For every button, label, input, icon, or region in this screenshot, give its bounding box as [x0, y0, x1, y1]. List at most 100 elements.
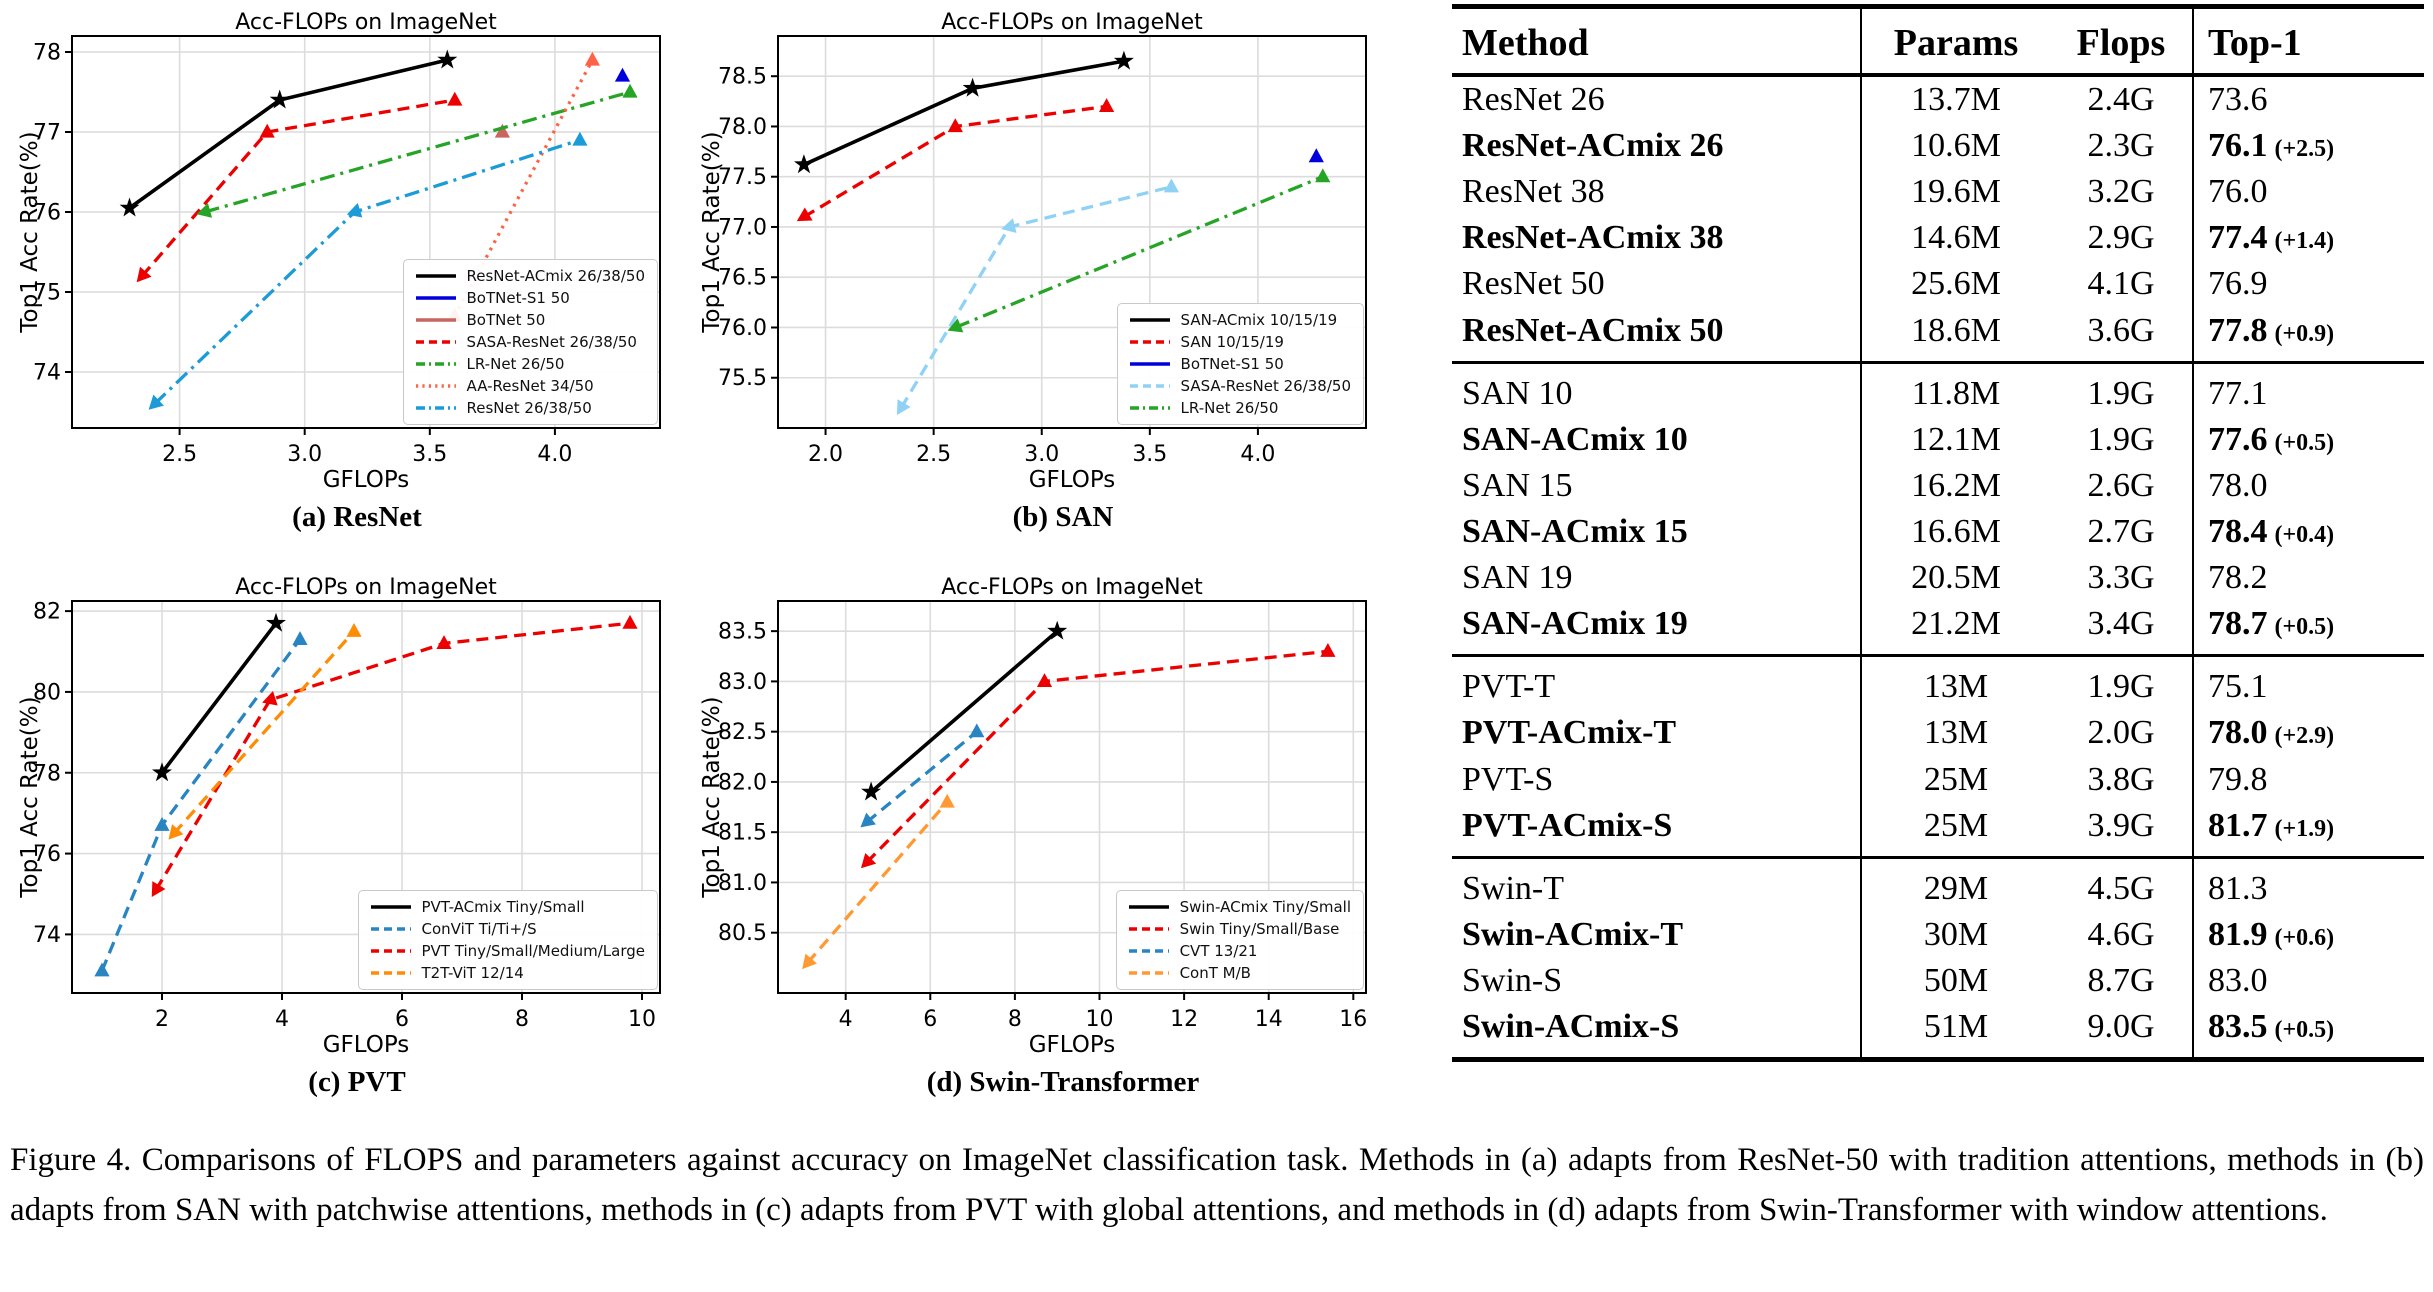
data-point-triangle: [1163, 178, 1179, 193]
data-point-triangle: [148, 394, 164, 410]
cell-top1: 78.4 (+0.4): [2192, 508, 2424, 556]
x-tick-label: 3.5: [1132, 442, 1167, 467]
cell-params: 13.7M: [1860, 75, 2050, 124]
y-tick-label: 77: [33, 121, 61, 146]
chart-plot: 4 6 8 10 12 14 16 80.5 81.0 81.5 82.0 82.5 83.0 83.5: [718, 600, 1367, 1032]
legend-label: SASA-ResNet 26/38/50: [1180, 377, 1351, 395]
top1-delta: (+1.9): [2274, 815, 2335, 842]
chart-legend: PVT-ACmix Tiny/Small ConViT Ti/Ti+/S PVT T…: [357, 890, 658, 990]
cell-params: 51M: [1860, 1004, 2050, 1060]
legend-item: CVT 13/21: [1127, 942, 1351, 960]
cell-params: 50M: [1860, 957, 2050, 1005]
top1-delta: (+0.9): [2274, 320, 2335, 347]
data-point-triangle: [1099, 98, 1115, 112]
top1-delta: (+0.4): [2274, 521, 2335, 548]
top1-value: 78.4: [2208, 512, 2268, 550]
data-point-triangle: [622, 83, 638, 98]
series-line: [806, 800, 949, 964]
cell-method: SAN-ACmix 10: [1462, 420, 1688, 458]
cell-params: 14.6M: [1860, 215, 2050, 262]
y-tick-label: 82: [33, 600, 61, 625]
data-point-triangle: [259, 123, 275, 138]
cell-method: PVT-ACmix-S: [1462, 806, 1673, 844]
legend-item: LR-Net 26/50: [414, 355, 645, 373]
cell-top1: 77.1: [2192, 360, 2424, 417]
top1-value: 78.0: [2208, 714, 2268, 752]
legend-item: ConViT Ti/Ti+/S: [369, 920, 646, 938]
subfigure-caption: (d) Swin-Transformer: [926, 1066, 1200, 1098]
series-line: [869, 629, 1059, 794]
y-axis-label: Top1 Acc Rate(%): [17, 131, 43, 333]
series-line: [128, 58, 448, 210]
data-point-triangle: [346, 623, 362, 637]
legend-label: ConViT Ti/Ti+/S: [421, 920, 537, 938]
top1-delta: (+0.5): [2274, 614, 2335, 641]
x-tick-label: 2.0: [808, 442, 843, 467]
data-point-triangle: [860, 812, 876, 828]
cell-method: SAN-ACmix 19: [1462, 605, 1688, 643]
chart-plot: 2 4 6 8 10 74 76 78 80 82: [33, 600, 661, 1032]
cell-flops: 1.9G: [2050, 654, 2193, 711]
data-point-triangle: [494, 123, 510, 138]
y-tick-label: 76: [33, 201, 61, 226]
cell-flops: 9.0G: [2087, 1008, 2155, 1046]
y-tick-label: 75.5: [718, 366, 767, 391]
header-flops: Flops: [2050, 6, 2193, 77]
cell-flops: 4.6G: [2087, 915, 2155, 953]
data-point-triangle: [154, 817, 170, 831]
data-point-star: [861, 781, 882, 801]
cell-flops: 2.7G: [2087, 512, 2155, 550]
chart-title: Acc-FLOPs on ImageNet: [235, 575, 497, 600]
data-point-triangle: [436, 635, 452, 649]
legend-item: T2T-ViT 12/14: [369, 964, 646, 982]
table-row: SAN 15 16.2M 2.6G 78.0: [1452, 462, 2424, 509]
cell-params: 30M: [1860, 911, 2050, 958]
y-tick-label: 78.5: [718, 65, 767, 90]
y-tick-label: 78: [33, 41, 61, 66]
table-row: SAN 10 11.8M 1.9G 77.1: [1452, 360, 2424, 417]
cell-method: Swin-ACmix-S: [1462, 1008, 1680, 1046]
legend-label: SAN-ACmix 10/15/19: [1180, 311, 1338, 329]
legend-line-sample: [1129, 340, 1170, 344]
y-tick-label: 83.5: [718, 620, 767, 645]
cell-top1: 77.4 (+1.4): [2192, 215, 2424, 262]
data-point-triangle: [1315, 168, 1331, 183]
cell-top1: 78.0 (+2.9): [2192, 710, 2424, 757]
legend-line-sample: [1128, 927, 1169, 931]
x-axis-label: GFLOPs: [1028, 1032, 1116, 1058]
series-line: [154, 621, 631, 891]
cell-flops: 3.2G: [2087, 173, 2155, 211]
cell-method: Swin-ACmix-T: [1462, 915, 1684, 953]
cell-params: 20.5M: [1860, 555, 2050, 602]
x-tick-label: 2: [155, 1007, 169, 1032]
cell-top1: 75.1: [2192, 654, 2424, 711]
cell-flops: 1.9G: [2050, 360, 2193, 417]
legend-label: ConT M/B: [1179, 964, 1251, 982]
table-row: ResNet 26 13.7M 2.4G 73.6: [1452, 75, 2424, 124]
cell-params: 10.6M: [1860, 123, 2050, 170]
y-tick-label: 81.5: [718, 821, 767, 846]
x-tick-label: 8: [1008, 1007, 1022, 1032]
top1-value: 73.6: [2208, 81, 2268, 118]
legend-line-sample: [415, 384, 456, 388]
cell-flops: 1.9G: [2087, 420, 2155, 458]
results-table: Method Params Flops Top-1 ResNet 26 13.7M…: [1452, 4, 2424, 1063]
header-top1: Top-1: [2192, 6, 2424, 77]
data-point-triangle: [860, 852, 877, 869]
x-axis-label: GFLOPs: [322, 1032, 410, 1058]
subfigure-caption: (c) PVT: [308, 1066, 406, 1098]
legend-line-sample: [415, 296, 456, 300]
cell-method: ResNet-ACmix 50: [1462, 311, 1724, 349]
table-row: PVT-ACmix-S 25M 3.9G 81.7 (+1.9): [1452, 802, 2424, 858]
y-tick-label: 77.5: [718, 165, 767, 190]
series-line: [204, 90, 631, 214]
cell-params: 12.1M: [1860, 416, 2050, 463]
y-tick-label: 78.0: [718, 115, 767, 140]
y-tick-label: 77.0: [718, 215, 767, 240]
legend-label: AA-ResNet 34/50: [466, 377, 594, 395]
y-tick-label: 76.5: [718, 266, 767, 291]
y-tick-label: 74: [33, 923, 61, 948]
legend-item: BoTNet 50: [414, 311, 645, 329]
cell-flops: 3.9G: [2087, 806, 2155, 844]
x-tick-label: 14: [1255, 1007, 1283, 1032]
